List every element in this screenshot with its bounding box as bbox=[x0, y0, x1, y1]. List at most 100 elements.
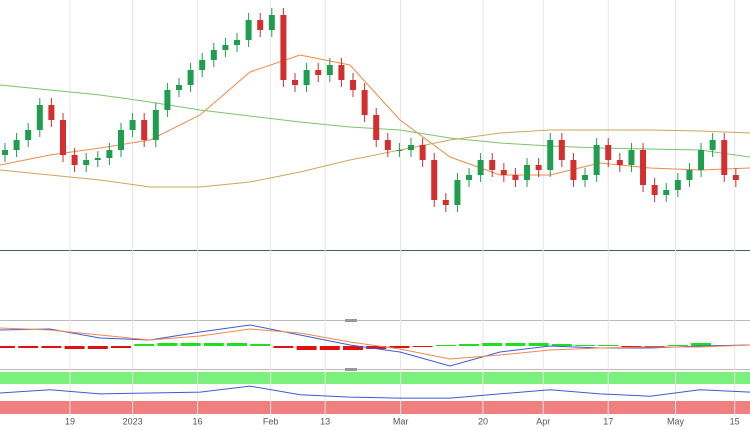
candle-body bbox=[187, 70, 194, 85]
candle-body bbox=[373, 115, 380, 140]
candle-body bbox=[663, 190, 670, 195]
indicator-line bbox=[0, 327, 750, 360]
moving-average bbox=[0, 129, 750, 188]
x-tick-label: May bbox=[667, 416, 685, 426]
candle-body bbox=[350, 80, 357, 90]
candle-body bbox=[48, 105, 55, 120]
candle-body bbox=[106, 150, 113, 158]
candle-body bbox=[396, 150, 403, 151]
candle-body bbox=[628, 150, 635, 165]
histogram-bar bbox=[389, 346, 410, 348]
candle-body bbox=[732, 175, 739, 180]
histogram-bar bbox=[412, 346, 433, 347]
candle-body bbox=[454, 180, 461, 205]
candle-body bbox=[1, 150, 8, 155]
candle-body bbox=[315, 70, 322, 75]
moving-average bbox=[0, 54, 750, 176]
candle-body bbox=[524, 165, 531, 180]
histogram-bar bbox=[319, 346, 340, 350]
x-tick-label: 15 bbox=[730, 416, 740, 426]
candle-body bbox=[384, 140, 391, 150]
candle-body bbox=[466, 175, 473, 180]
candle-body bbox=[593, 145, 600, 175]
candle-body bbox=[408, 145, 415, 150]
candle-body bbox=[303, 70, 310, 85]
histogram-bar bbox=[575, 345, 596, 346]
candle-body bbox=[36, 105, 43, 130]
oversold-zone bbox=[0, 401, 750, 414]
candle-body bbox=[674, 180, 681, 190]
histogram-bar bbox=[250, 344, 271, 346]
candle-body bbox=[176, 85, 183, 90]
histogram-bar bbox=[110, 346, 131, 348]
histogram-bar bbox=[180, 343, 201, 346]
x-tick-label: 17 bbox=[603, 416, 613, 426]
histogram-bar bbox=[0, 346, 15, 348]
candle-body bbox=[141, 120, 148, 140]
candle-body bbox=[257, 20, 264, 30]
candle-body bbox=[338, 65, 345, 80]
candle-body bbox=[721, 140, 728, 175]
candle-body bbox=[698, 150, 705, 170]
histogram-bar bbox=[296, 346, 317, 350]
candle-body bbox=[210, 50, 217, 60]
candle-body bbox=[199, 60, 206, 70]
candle-body bbox=[222, 45, 229, 50]
histogram-bar bbox=[227, 343, 248, 346]
candle-body bbox=[164, 90, 171, 110]
candle-body bbox=[59, 120, 66, 155]
x-tick-label: 20 bbox=[478, 416, 488, 426]
candle-body bbox=[640, 150, 647, 185]
candle-body bbox=[117, 130, 124, 150]
histogram-bar bbox=[343, 346, 364, 350]
candle-body bbox=[129, 120, 136, 130]
histogram-bar bbox=[528, 343, 549, 346]
candle-body bbox=[477, 160, 484, 175]
candle-body bbox=[245, 20, 252, 40]
panel-handle bbox=[345, 319, 357, 322]
histogram-bar bbox=[551, 344, 572, 346]
candle-body bbox=[616, 160, 623, 165]
histogram-bar bbox=[691, 343, 712, 346]
histogram-bar bbox=[203, 343, 224, 346]
histogram-bar bbox=[482, 343, 503, 346]
histogram-bar bbox=[87, 346, 108, 349]
histogram-bar bbox=[64, 346, 85, 349]
histogram-bar bbox=[157, 343, 178, 346]
x-tick-label: 16 bbox=[193, 416, 203, 426]
rsi-line bbox=[0, 385, 750, 399]
panel-handle bbox=[345, 368, 357, 371]
candle-body bbox=[71, 155, 78, 165]
candle-body bbox=[709, 140, 716, 150]
histogram-bar bbox=[18, 346, 39, 348]
candle-body bbox=[152, 110, 159, 140]
histogram-bar bbox=[598, 345, 619, 346]
histogram-bar bbox=[505, 343, 526, 346]
candle-body bbox=[361, 90, 368, 115]
candle-body bbox=[489, 160, 496, 170]
candle-body bbox=[94, 158, 101, 160]
x-tick-label: Apr bbox=[536, 416, 550, 426]
candle-body bbox=[547, 140, 554, 170]
x-tick-label: 2023 bbox=[123, 416, 143, 426]
candle-body bbox=[535, 165, 542, 170]
histogram-bar bbox=[134, 344, 155, 346]
candle-body bbox=[326, 65, 333, 75]
candle-body bbox=[292, 80, 299, 85]
candle-body bbox=[605, 145, 612, 160]
candle-body bbox=[651, 185, 658, 195]
candle-body bbox=[570, 160, 577, 180]
candle-body bbox=[268, 15, 275, 30]
candle-body bbox=[500, 170, 507, 175]
x-tick-label: 13 bbox=[320, 416, 330, 426]
histogram-bar bbox=[644, 346, 665, 347]
candle-body bbox=[419, 145, 426, 160]
histogram-bar bbox=[621, 346, 642, 347]
candle-body bbox=[512, 175, 519, 180]
histogram-bar bbox=[459, 344, 480, 346]
overbought-zone bbox=[0, 372, 750, 384]
x-tick-label: Feb bbox=[263, 416, 279, 426]
candle-body bbox=[442, 200, 449, 205]
